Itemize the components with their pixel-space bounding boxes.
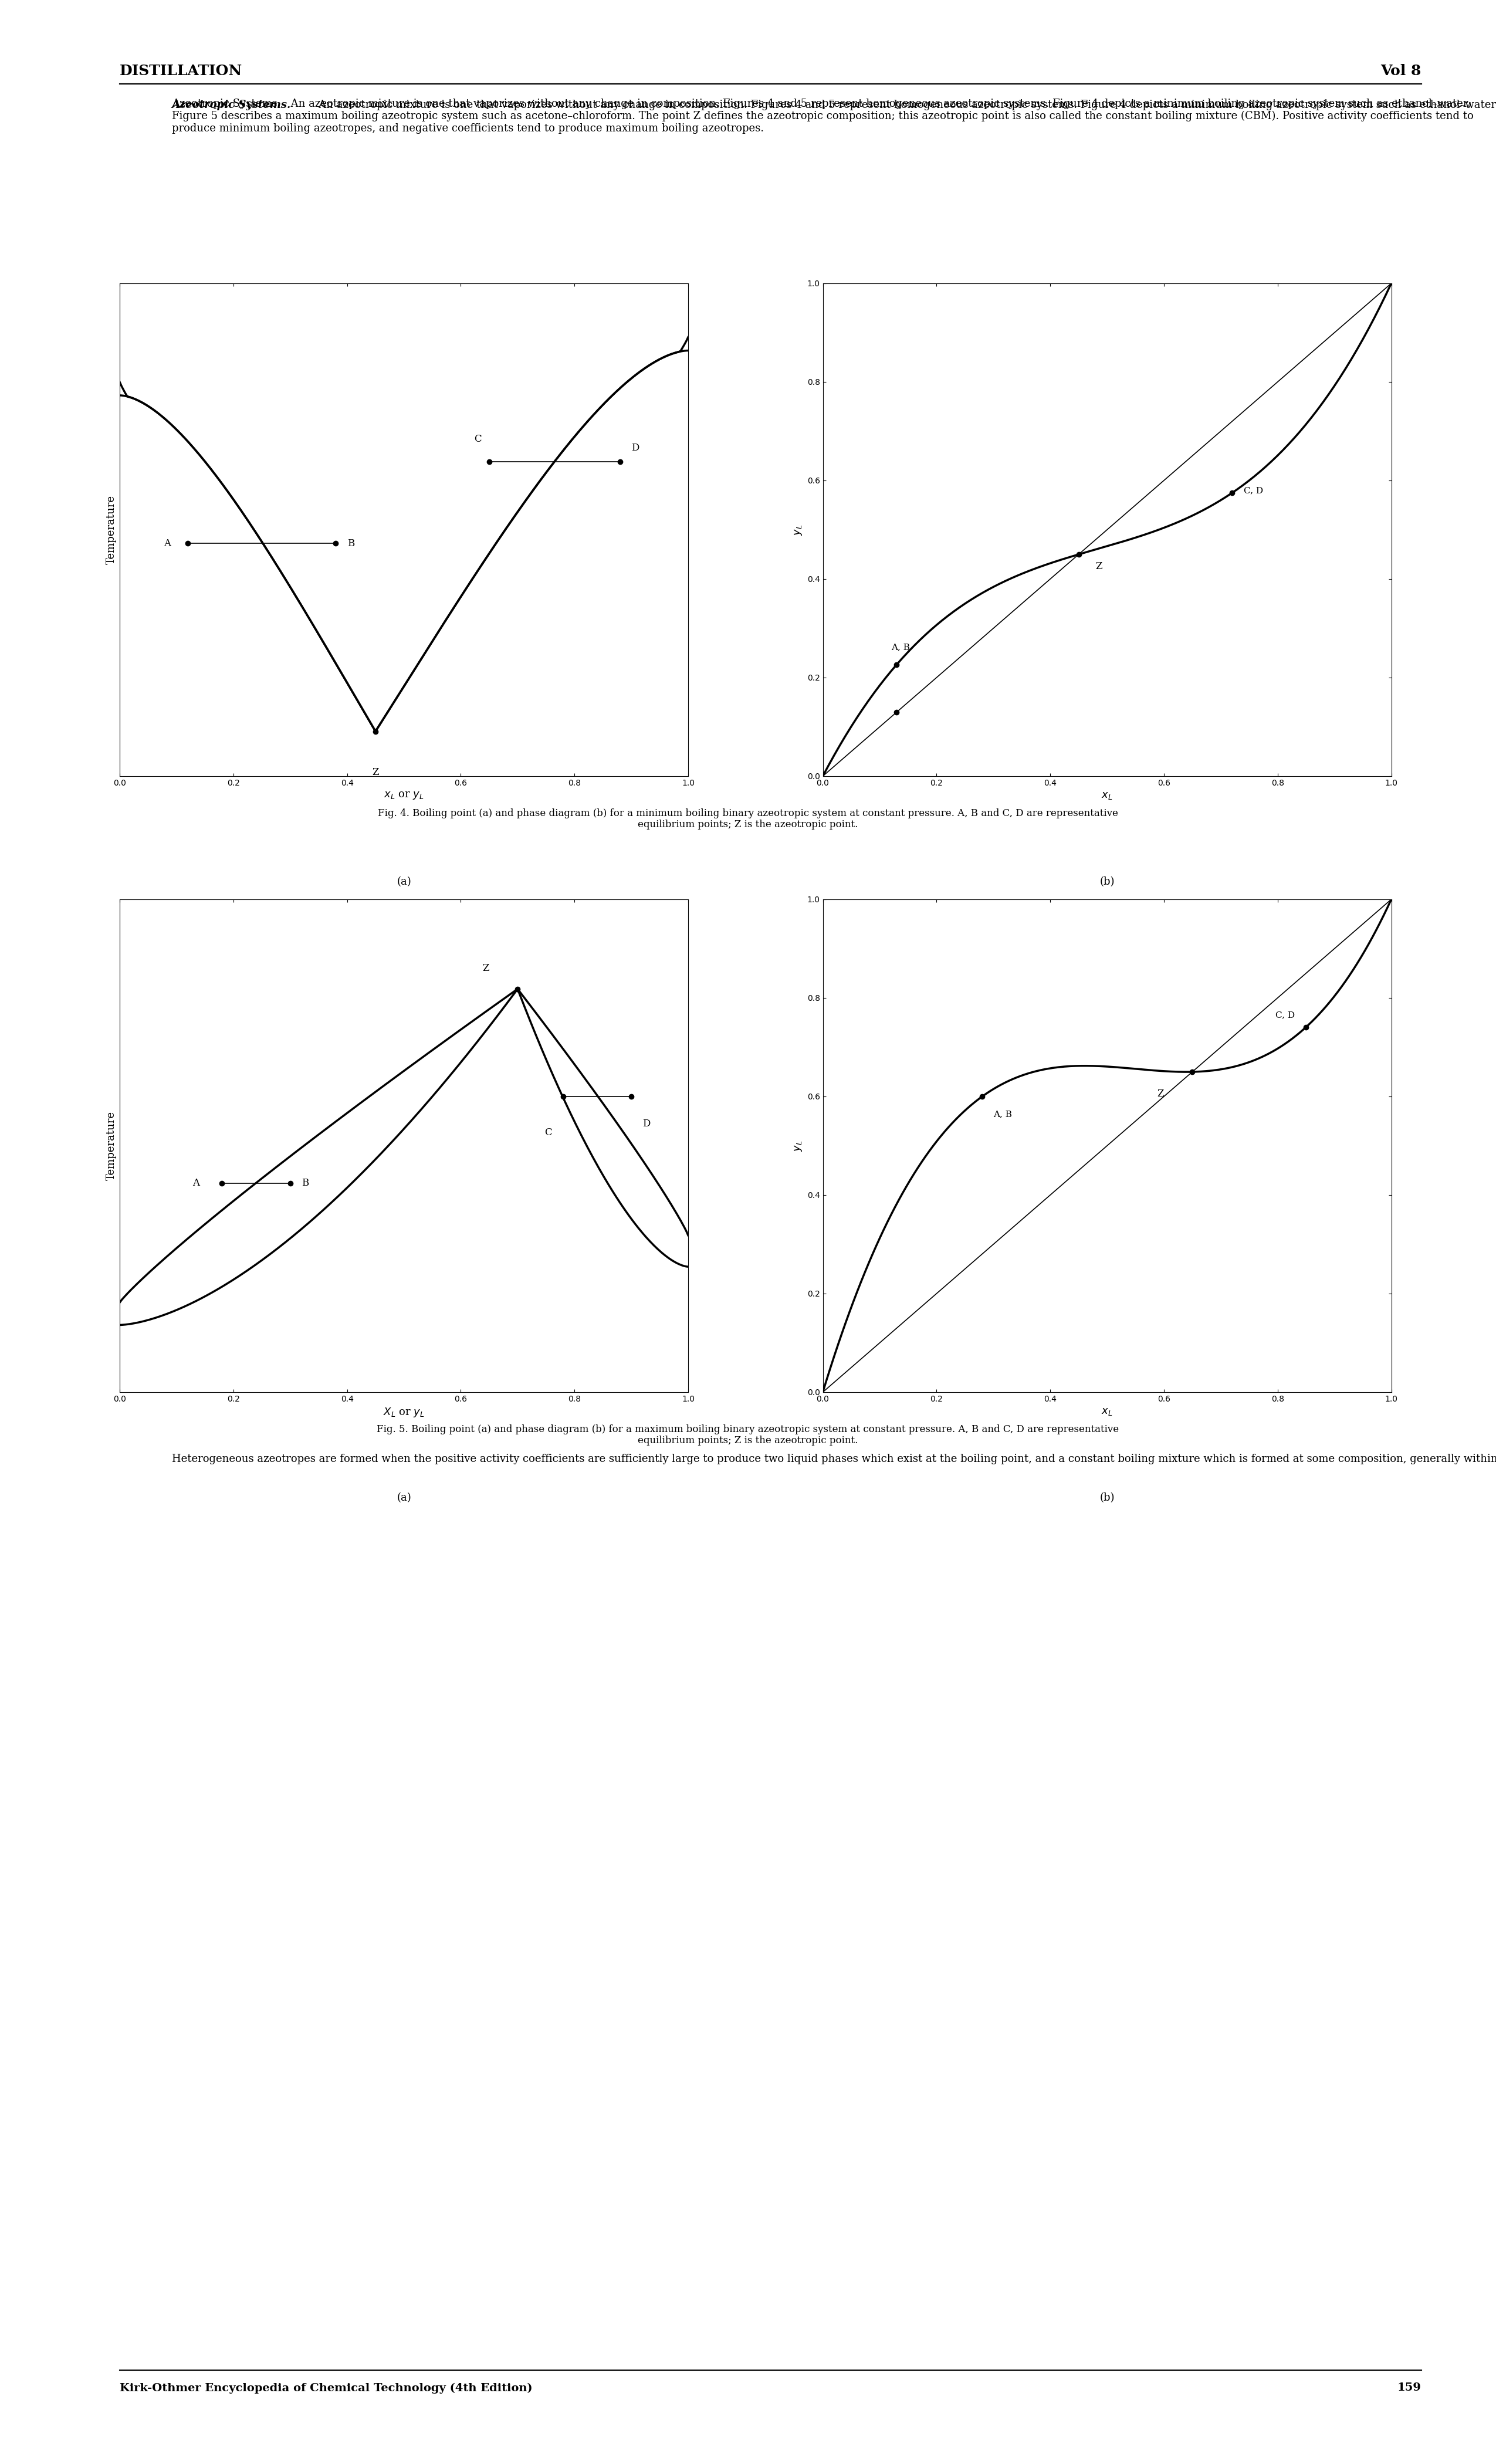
Text: A: A xyxy=(191,1178,199,1188)
Y-axis label: Temperature: Temperature xyxy=(106,1111,117,1180)
Text: Vol 8: Vol 8 xyxy=(1381,64,1421,79)
Text: Azeotropic Systems.   An azeotropic mixture is one that vaporizes without any ch: Azeotropic Systems. An azeotropic mixtur… xyxy=(172,99,1474,133)
Text: C: C xyxy=(474,434,482,444)
Y-axis label: $y_L$: $y_L$ xyxy=(793,525,803,535)
Text: An azeotropic mixture is one that vaporizes without any change in composition. F: An azeotropic mixture is one that vapori… xyxy=(308,99,1496,111)
X-axis label: $X_L$ or $y_L$: $X_L$ or $y_L$ xyxy=(383,1407,425,1419)
Text: B: B xyxy=(302,1178,308,1188)
Text: C, D: C, D xyxy=(1275,1010,1294,1020)
Text: Kirk-Othmer Encyclopedia of Chemical Technology (4th Edition): Kirk-Othmer Encyclopedia of Chemical Tec… xyxy=(120,2383,533,2393)
Text: A, B: A, B xyxy=(993,1109,1011,1119)
Text: C, D: C, D xyxy=(1243,485,1263,495)
Text: DISTILLATION: DISTILLATION xyxy=(120,64,242,79)
Y-axis label: Temperature: Temperature xyxy=(106,495,117,564)
Text: Z: Z xyxy=(1095,562,1103,572)
Text: Fig. 4. Boiling point (a) and phase diagram (b) for a minimum boiling binary aze: Fig. 4. Boiling point (a) and phase diag… xyxy=(378,808,1118,830)
X-axis label: $x_L$: $x_L$ xyxy=(1101,1407,1113,1417)
Y-axis label: $y_L$: $y_L$ xyxy=(793,1141,803,1151)
Text: (b): (b) xyxy=(1100,1493,1115,1503)
Text: D: D xyxy=(643,1119,651,1129)
Text: (a): (a) xyxy=(396,877,411,887)
X-axis label: $x_L$: $x_L$ xyxy=(1101,791,1113,801)
Text: D: D xyxy=(631,444,639,453)
Text: Z: Z xyxy=(373,766,378,776)
Text: A, B: A, B xyxy=(892,643,910,650)
Text: 159: 159 xyxy=(1397,2383,1421,2393)
Text: A: A xyxy=(163,540,171,549)
X-axis label: $x_L$ or $y_L$: $x_L$ or $y_L$ xyxy=(384,791,423,801)
Text: Z: Z xyxy=(1156,1089,1164,1099)
Text: Azeotropic Systems.: Azeotropic Systems. xyxy=(172,99,292,111)
Text: Fig. 5. Boiling point (a) and phase diagram (b) for a maximum boiling binary aze: Fig. 5. Boiling point (a) and phase diag… xyxy=(377,1424,1119,1446)
Text: B: B xyxy=(347,540,355,549)
Text: (a): (a) xyxy=(396,1493,411,1503)
Text: (b): (b) xyxy=(1100,877,1115,887)
Text: Heterogeneous azeotropes are formed when the positive activity coefficients are : Heterogeneous azeotropes are formed when… xyxy=(172,1454,1496,1464)
Text: Z: Z xyxy=(482,963,489,973)
Text: C: C xyxy=(545,1129,552,1138)
